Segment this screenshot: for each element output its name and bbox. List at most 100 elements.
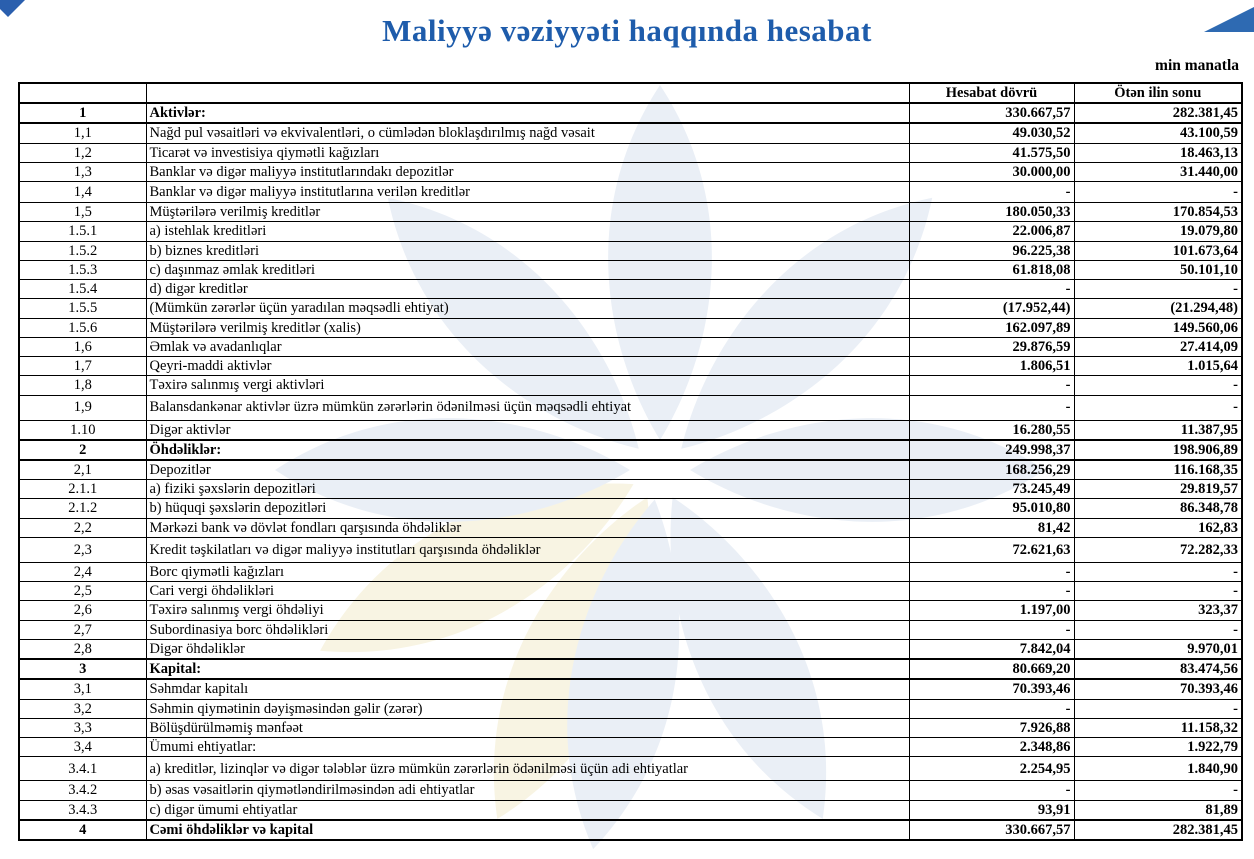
row-number: 2,2 bbox=[18, 517, 147, 538]
header-cell-number bbox=[18, 82, 147, 105]
row-value-previous: - bbox=[1073, 375, 1243, 396]
row-label: a) istehlak kreditləri bbox=[145, 221, 910, 242]
row-value-current: - bbox=[908, 394, 1075, 421]
table-row: 1,2 Ticarət və investisiya qiymətli kağız… bbox=[18, 142, 1243, 163]
row-value-current: 22.006,87 bbox=[908, 221, 1075, 242]
row-value-previous: 198.906,89 bbox=[1073, 438, 1243, 461]
row-number: 3.4.1 bbox=[18, 756, 147, 782]
corner-triangle-left-icon bbox=[0, 0, 25, 17]
row-number: 3.4.3 bbox=[18, 799, 147, 821]
table-row: 1 Aktivlər: 330.667,57 282.381,45 bbox=[18, 102, 1243, 125]
row-number: 2,1 bbox=[18, 459, 147, 481]
row-label: Depozitlər bbox=[145, 459, 910, 481]
row-label: b) hüquqi şəxslərin depozitləri bbox=[145, 498, 910, 519]
row-label: Müştərilərə verilmiş kreditlər (xalis) bbox=[145, 317, 910, 338]
row-number: 1,6 bbox=[18, 336, 147, 358]
row-value-previous: 31.440,00 bbox=[1073, 161, 1243, 183]
row-value-previous: 19.079,80 bbox=[1073, 221, 1243, 242]
row-value-previous: 70.393,46 bbox=[1073, 678, 1243, 700]
row-value-previous: 1.015,64 bbox=[1073, 356, 1243, 377]
row-number: 4 bbox=[18, 818, 147, 841]
table-row: 2,7 Subordinasiya borc öhdəlikləri - - bbox=[18, 619, 1243, 640]
row-value-current: 249.998,37 bbox=[908, 438, 1075, 461]
row-value-current: 16.280,55 bbox=[908, 419, 1075, 441]
row-label: (Mümkün zərərlər üçün yaradılan məqsədli… bbox=[145, 298, 910, 319]
row-value-current: 80.669,20 bbox=[908, 658, 1075, 681]
row-label: Təxirə salınmış vergi aktivləri bbox=[145, 375, 910, 396]
table-row: 2,6 Təxirə salınmış vergi öhdəliyi 1.197,0… bbox=[18, 600, 1243, 621]
row-value-current: 81,42 bbox=[908, 517, 1075, 538]
row-value-previous: 116.168,35 bbox=[1073, 459, 1243, 481]
table-row: 1.5.2 b) biznes kreditləri 96.225,38 101.67… bbox=[18, 240, 1243, 261]
table-row: 1,1 Nağd pul vəsaitləri və ekvivalentləri… bbox=[18, 122, 1243, 144]
row-value-current: 1.806,51 bbox=[908, 356, 1075, 377]
table-row: 3,1 Səhmdar kapitalı 70.393,46 70.393,46 bbox=[18, 678, 1243, 700]
row-value-current: 2.254,95 bbox=[908, 756, 1075, 782]
row-value-previous: 149.560,06 bbox=[1073, 317, 1243, 338]
row-value-previous: - bbox=[1073, 619, 1243, 640]
row-number: 3.4.2 bbox=[18, 780, 147, 801]
row-label: Mərkəzi bank və dövlət fondları qarşısın… bbox=[145, 517, 910, 538]
table-row: 1.5.6 Müştərilərə verilmiş kreditlər (xal… bbox=[18, 317, 1243, 338]
row-value-current: 7.926,88 bbox=[908, 717, 1075, 739]
row-value-current: 72.621,63 bbox=[908, 536, 1075, 563]
row-value-current: 61.818,08 bbox=[908, 259, 1075, 281]
row-label: Təxirə salınmış vergi öhdəliyi bbox=[145, 600, 910, 621]
row-label: Ticarət və investisiya qiymətli kağızlar… bbox=[145, 142, 910, 163]
row-number: 2,3 bbox=[18, 536, 147, 563]
row-value-current: (17.952,44) bbox=[908, 298, 1075, 319]
row-value-current: 30.000,00 bbox=[908, 161, 1075, 183]
table-row: 1,7 Qeyri-maddi aktivlər 1.806,51 1.015,64 bbox=[18, 356, 1243, 377]
row-label: Səhmin qiymətinin dəyişməsindən gəlir (z… bbox=[145, 698, 910, 719]
table-row: 3.4.2 b) əsas vəsaitlərin qiymətləndirilm… bbox=[18, 780, 1243, 801]
row-value-current: - bbox=[908, 780, 1075, 801]
table-row: 3 Kapital: 80.669,20 83.474,56 bbox=[18, 658, 1243, 681]
row-number: 1,5 bbox=[18, 202, 147, 223]
row-value-previous: 83.474,56 bbox=[1073, 658, 1243, 681]
row-value-current: 7.842,04 bbox=[908, 638, 1075, 660]
table-row: 2,8 Digər öhdəliklər 7.842,04 9.970,01 bbox=[18, 638, 1243, 660]
table-row: 2,1 Depozitlər 168.256,29 116.168,35 bbox=[18, 459, 1243, 481]
row-number: 1.5.3 bbox=[18, 259, 147, 281]
row-value-previous: - bbox=[1073, 581, 1243, 602]
table-row: 3,4 Ümumi ehtiyatlar: 2.348,86 1.922,79 bbox=[18, 737, 1243, 758]
table-row: 3,3 Bölüşdürülməmiş mənfəət 7.926,88 11.158… bbox=[18, 717, 1243, 739]
row-number: 3,3 bbox=[18, 717, 147, 739]
row-label: Öhdəliklər: bbox=[145, 438, 910, 461]
row-value-previous: 9.970,01 bbox=[1073, 638, 1243, 660]
row-value-current: 49.030,52 bbox=[908, 122, 1075, 144]
row-number: 2,8 bbox=[18, 638, 147, 660]
row-number: 1.10 bbox=[18, 419, 147, 441]
row-value-previous: 27.414,09 bbox=[1073, 336, 1243, 358]
row-value-previous: 1.840,90 bbox=[1073, 756, 1243, 782]
row-number: 1.5.6 bbox=[18, 317, 147, 338]
row-number: 3,1 bbox=[18, 678, 147, 700]
row-value-current: - bbox=[908, 698, 1075, 719]
header-cell-previous-year: Ötən ilin sonu bbox=[1073, 82, 1243, 105]
row-label: Kredit təşkilatları və digər maliyyə ins… bbox=[145, 536, 910, 563]
row-number: 1,4 bbox=[18, 181, 147, 204]
unit-note: min manatla bbox=[1155, 57, 1239, 74]
row-value-previous: 101.673,64 bbox=[1073, 240, 1243, 261]
row-value-current: - bbox=[908, 581, 1075, 602]
row-number: 3,2 bbox=[18, 698, 147, 719]
row-value-previous: - bbox=[1073, 279, 1243, 300]
table-row: 1,9 Balansdankənar aktivlər üzrə mümkün z… bbox=[18, 394, 1243, 421]
row-label: a) kreditlər, lizinqlər və digər tələblə… bbox=[145, 756, 910, 782]
row-number: 2.1.2 bbox=[18, 498, 147, 519]
row-label: Banklar və digər maliyyə institutlarına … bbox=[145, 181, 910, 204]
row-value-current: 95.010,80 bbox=[908, 498, 1075, 519]
row-value-current: 162.097,89 bbox=[908, 317, 1075, 338]
row-value-previous: 11.158,32 bbox=[1073, 717, 1243, 739]
row-value-current: 41.575,50 bbox=[908, 142, 1075, 163]
table-row: 3,2 Səhmin qiymətinin dəyişməsindən gəlir… bbox=[18, 698, 1243, 719]
table-row: 3.4.3 c) digər ümumi ehtiyatlar 93,91 81,89 bbox=[18, 799, 1243, 821]
table-row: 4 Cəmi öhdəliklər və kapital 330.667,57 282… bbox=[18, 818, 1243, 841]
table-row: 1,6 Əmlak və avadanlıqlar 29.876,59 27.414,… bbox=[18, 336, 1243, 358]
table-header-row: Hesabat dövrü Ötən ilin sonu bbox=[18, 82, 1243, 105]
row-number: 1,2 bbox=[18, 142, 147, 163]
row-label: Müştərilərə verilmiş kreditlər bbox=[145, 202, 910, 223]
row-number: 2,4 bbox=[18, 561, 147, 583]
table-row: 2,3 Kredit təşkilatları və digər maliyyə … bbox=[18, 536, 1243, 563]
